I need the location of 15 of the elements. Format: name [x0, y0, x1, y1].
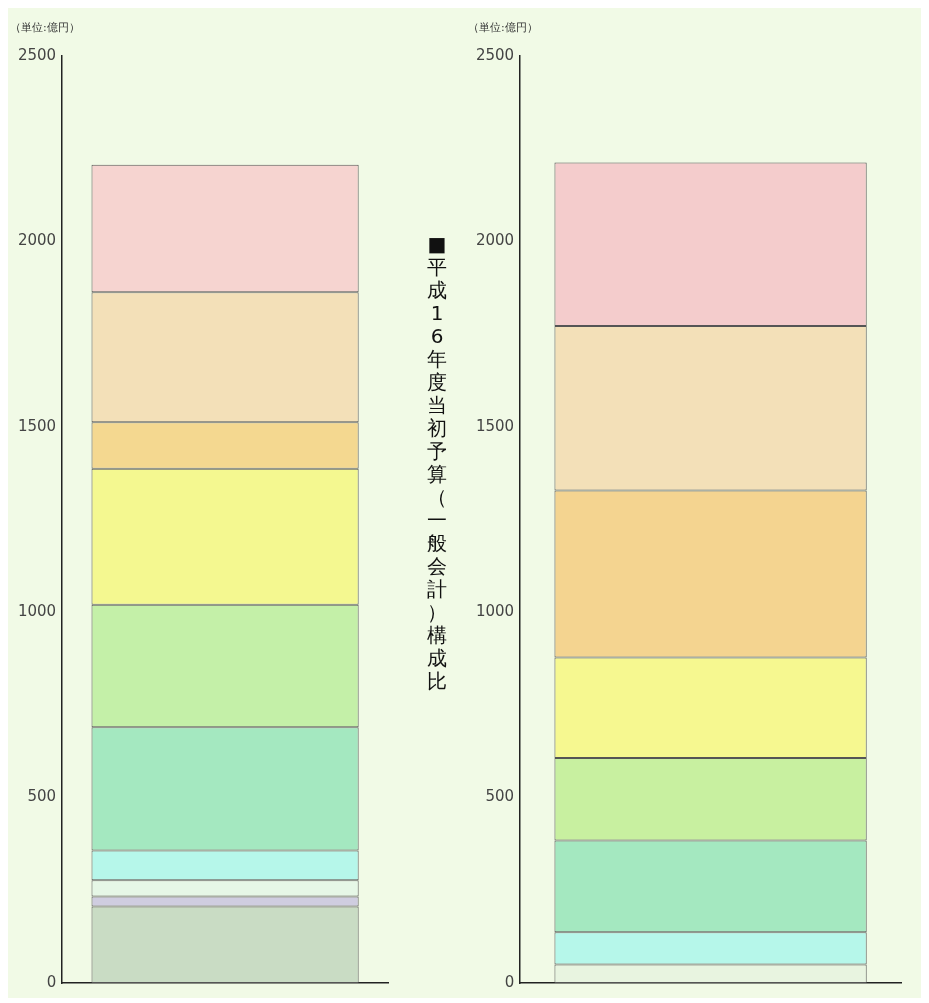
y-tick-label: 2000 — [17, 231, 57, 250]
y-tick-label: 0 — [46, 972, 57, 991]
y-tick-label: 2500 — [17, 45, 57, 64]
y-tick-label: 500 — [27, 787, 57, 806]
y-tick-label: 1500 — [475, 416, 515, 435]
y-axis-title: （単位:億円） — [10, 21, 80, 35]
y-tick-label: 2000 — [475, 231, 515, 250]
y-tick-label: 500 — [485, 787, 515, 806]
y-tick-label: 0 — [504, 972, 515, 991]
y-tick-label: 1000 — [475, 602, 515, 621]
y-tick-label: 1500 — [17, 416, 57, 435]
y-tick-label: 1000 — [17, 602, 57, 621]
chart-title: ■平成16年度当初予算（一般会計）構成比 — [427, 232, 447, 693]
y-tick-label: 2500 — [475, 45, 515, 64]
y-axis-title: （単位:億円） — [468, 21, 538, 35]
